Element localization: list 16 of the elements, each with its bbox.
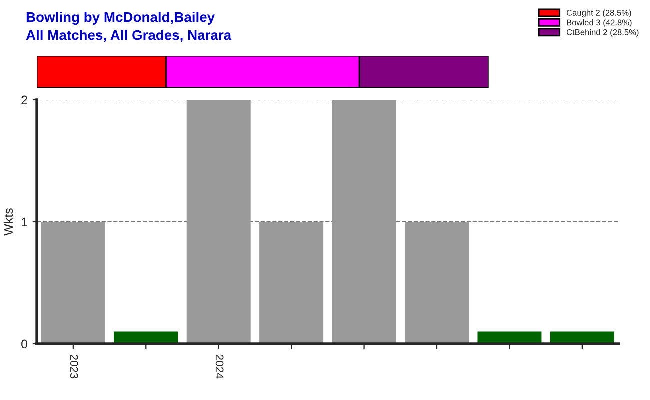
x-tick-label: 2024: [216, 354, 224, 379]
x-tick-label: 2023: [70, 354, 78, 379]
legend-label: CtBehind 2 (28.5%): [566, 29, 639, 38]
bar: [405, 222, 469, 344]
chart-title: Bowling by McDonald,Bailey: [26, 12, 215, 26]
y-tick-label: 0: [22, 340, 28, 349]
y-tick-label: 2: [22, 96, 28, 105]
bar: [260, 222, 324, 344]
legend-label: Bowled 3 (42.8%): [567, 20, 632, 28]
bar: [41, 222, 106, 344]
bar: [186, 100, 251, 344]
chart-subtitle: All Matches, All Grades, Narara: [26, 30, 232, 42]
y-tick-label: 1: [22, 218, 28, 227]
y-axis-title: Wkts: [4, 208, 14, 236]
legend-label: Caught 2 (28.5%): [566, 10, 632, 18]
bar: [332, 100, 396, 344]
